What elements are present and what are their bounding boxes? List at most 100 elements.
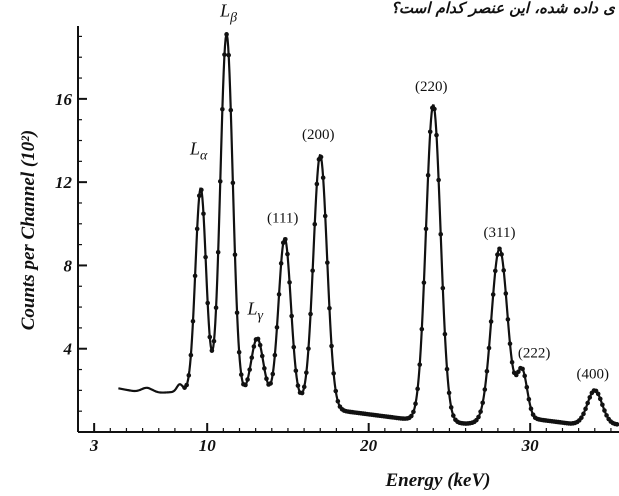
data-point <box>226 52 231 58</box>
data-point <box>505 317 511 322</box>
data-point <box>482 387 488 392</box>
curve-layer <box>118 33 619 426</box>
data-point <box>486 345 492 351</box>
spectrum-line <box>118 33 619 426</box>
peak-label: (200) <box>302 127 335 143</box>
data-point <box>215 249 221 255</box>
data-point <box>207 334 213 340</box>
data-point <box>583 406 588 412</box>
data-point <box>413 401 418 407</box>
data-point <box>209 348 215 353</box>
data-point <box>476 414 481 420</box>
data-point <box>220 106 225 112</box>
y-tick-label: 12 <box>55 173 73 192</box>
data-point <box>318 154 324 160</box>
data-point <box>255 336 261 342</box>
data-point <box>230 180 236 186</box>
data-point <box>427 129 433 135</box>
data-point <box>276 292 282 297</box>
data-point <box>501 268 506 273</box>
data-point <box>190 318 196 324</box>
data-point <box>434 132 439 138</box>
data-point <box>333 388 339 394</box>
peak-label: (222) <box>518 346 551 362</box>
data-point <box>335 398 341 404</box>
data-point <box>528 406 534 411</box>
data-point <box>251 344 257 349</box>
data-point <box>308 311 313 317</box>
data-point <box>488 319 494 324</box>
peak-label: Lα <box>189 138 208 163</box>
marker-layer <box>182 32 619 427</box>
data-point <box>236 349 242 355</box>
data-point <box>411 409 416 415</box>
data-point <box>440 285 446 291</box>
data-point <box>272 352 278 358</box>
data-point <box>194 226 200 232</box>
data-point <box>224 32 229 37</box>
y-tick-label: 8 <box>64 256 73 275</box>
data-point <box>322 213 328 219</box>
data-point <box>595 391 601 397</box>
data-point <box>293 368 299 374</box>
data-point <box>597 396 603 402</box>
data-point <box>287 280 292 285</box>
data-point <box>320 175 326 181</box>
data-point <box>222 52 227 57</box>
data-point <box>490 292 496 297</box>
data-point <box>579 415 584 421</box>
data-point <box>329 343 334 349</box>
data-point <box>213 305 219 311</box>
data-point <box>314 181 320 187</box>
data-point <box>448 405 454 410</box>
data-point <box>243 382 248 388</box>
data-point <box>451 413 456 418</box>
x-tick-label: 10 <box>199 436 217 455</box>
axes-layer: 4 8 12 16 3 10 20 30 <box>55 26 619 455</box>
peak-label: (220) <box>415 79 448 95</box>
data-point <box>274 325 280 330</box>
data-point <box>493 268 498 274</box>
y-tick-label: 16 <box>55 90 73 109</box>
data-point <box>306 346 311 351</box>
data-point <box>295 383 301 388</box>
data-point <box>301 384 307 390</box>
data-point <box>217 179 223 184</box>
data-point <box>327 305 332 311</box>
data-point <box>310 268 315 273</box>
data-point <box>196 193 202 199</box>
data-point <box>516 369 521 375</box>
data-point <box>247 367 252 372</box>
data-point <box>503 291 509 296</box>
data-point <box>614 422 619 427</box>
data-point <box>417 362 423 367</box>
data-point <box>526 396 532 402</box>
data-point <box>283 237 288 242</box>
data-point <box>480 400 486 406</box>
data-point <box>203 254 208 260</box>
data-point <box>419 326 425 332</box>
data-point <box>312 222 318 227</box>
data-point <box>289 313 294 319</box>
data-point <box>201 211 206 217</box>
data-point <box>262 366 267 371</box>
data-point <box>268 381 273 386</box>
peak-label: (311) <box>484 225 516 241</box>
data-point <box>186 373 192 378</box>
data-point <box>446 390 452 396</box>
data-point <box>199 187 204 193</box>
data-point <box>211 338 217 344</box>
data-point <box>278 261 284 266</box>
data-point <box>192 273 198 279</box>
data-point <box>520 366 525 372</box>
x-tick-label: 30 <box>521 436 540 455</box>
data-point <box>495 252 500 257</box>
data-point <box>602 408 607 413</box>
data-point <box>524 384 530 390</box>
data-point <box>304 370 309 375</box>
question-caption: ی داده شده، این عنصر کدام است؟ <box>390 0 615 17</box>
data-point <box>238 372 244 377</box>
data-point <box>484 368 490 374</box>
